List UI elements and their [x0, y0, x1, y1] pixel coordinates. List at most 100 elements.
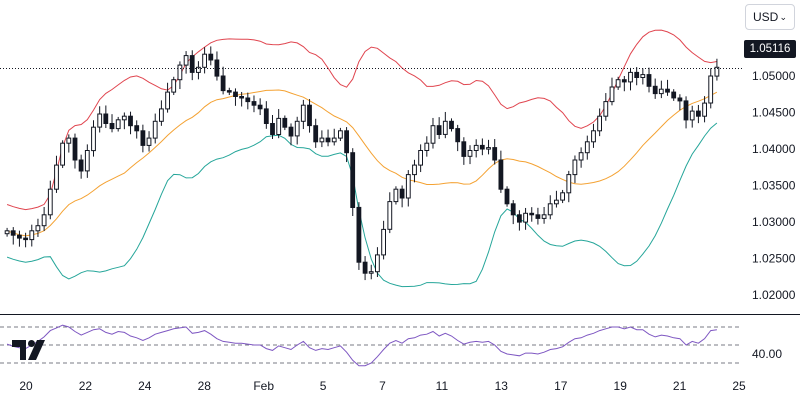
- candle: [683, 96, 689, 129]
- candle: [510, 200, 516, 225]
- candle: [202, 47, 207, 74]
- candle: [159, 100, 164, 126]
- candle: [140, 124, 146, 153]
- candle: [498, 150, 504, 193]
- candle: [504, 186, 510, 207]
- candle: [214, 51, 220, 81]
- candle: [109, 114, 115, 133]
- candle: [621, 75, 627, 92]
- candle: [35, 218, 41, 237]
- date-tick-label: 24: [138, 379, 152, 393]
- candle: [251, 95, 257, 113]
- candle: [640, 68, 646, 85]
- candle: [41, 207, 47, 232]
- candle: [615, 76, 621, 90]
- candle: [10, 227, 16, 245]
- candle: [121, 112, 127, 130]
- candle: [554, 190, 559, 208]
- candle: [689, 105, 695, 128]
- candle: [560, 189, 566, 204]
- candle: [294, 116, 300, 145]
- candle: [146, 131, 152, 152]
- currency-label: USD: [753, 10, 779, 24]
- candle: [325, 129, 331, 147]
- rsi-line: [6, 324, 717, 367]
- candle: [263, 101, 269, 129]
- candle: [405, 170, 411, 207]
- candle: [584, 135, 590, 160]
- date-tick-label: 17: [554, 379, 568, 393]
- candle: [220, 66, 226, 95]
- candle: [270, 114, 275, 139]
- candle: [671, 89, 677, 101]
- candle: [708, 68, 714, 109]
- candle: [566, 170, 572, 203]
- candle: [658, 80, 664, 99]
- candle: [226, 87, 232, 96]
- candle: [196, 61, 201, 80]
- candle: [208, 46, 214, 66]
- candle: [134, 120, 140, 139]
- candle: [665, 79, 670, 96]
- candle: [418, 144, 424, 173]
- candle: [479, 138, 485, 156]
- candle: [288, 123, 294, 146]
- candle: [517, 210, 522, 231]
- candle: [430, 117, 436, 149]
- candle: [97, 106, 103, 133]
- candle: [282, 115, 288, 131]
- candle: [171, 76, 177, 96]
- candle: [523, 207, 529, 230]
- date-tick-label: 19: [614, 379, 628, 393]
- candle: [245, 92, 251, 110]
- candle: [424, 136, 430, 157]
- chevron-down-icon: ⌄: [779, 11, 787, 22]
- currency-selector[interactable]: USD ⌄: [745, 4, 795, 30]
- candle: [165, 82, 170, 113]
- candle: [572, 155, 578, 184]
- candle: [344, 127, 350, 163]
- candle: [597, 108, 603, 137]
- candle: [239, 91, 244, 107]
- price-tick-label: 1.04500: [752, 106, 796, 120]
- candle: [177, 61, 183, 90]
- candle: [492, 139, 498, 165]
- candle: [486, 139, 491, 155]
- date-tick-label: 28: [198, 379, 212, 393]
- candle: [436, 117, 442, 139]
- candle: [375, 247, 380, 278]
- candle: [442, 111, 448, 139]
- candle: [387, 192, 393, 234]
- last-price-label: 1.05116: [744, 40, 796, 58]
- candle: [714, 58, 720, 81]
- time-axis: 20 22 24 28 Feb 5 7 11 13 17 19 21 25: [19, 379, 746, 393]
- date-tick-label: 13: [495, 379, 509, 393]
- candlesticks: [4, 46, 720, 281]
- candle: [72, 133, 78, 169]
- candle: [646, 67, 652, 93]
- rsi-pane: 40.00: [0, 324, 782, 367]
- candle: [307, 99, 312, 133]
- tradingview-logo: [12, 340, 45, 360]
- candle: [591, 123, 596, 148]
- price-tick-label: 1.03500: [752, 179, 796, 193]
- date-tick-label: Feb: [253, 379, 274, 393]
- candle: [628, 67, 633, 91]
- date-tick-label: 20: [19, 379, 33, 393]
- candle: [362, 256, 368, 281]
- candle: [461, 137, 467, 165]
- candle: [399, 185, 405, 208]
- price-tick-label: 1.02500: [752, 252, 796, 266]
- date-tick-label: 21: [673, 379, 687, 393]
- candle: [541, 207, 547, 224]
- candle: [91, 120, 96, 157]
- price-tick-label: 1.04000: [752, 142, 796, 156]
- candle: [350, 148, 356, 216]
- candle: [300, 99, 306, 130]
- lower-band-line: [6, 122, 718, 288]
- price-tick-label: 1.02000: [752, 288, 796, 302]
- price-axis: 1.05000 1.04500 1.04000 1.03500 1.03000 1.025…: [752, 69, 796, 302]
- date-tick-label: 22: [79, 379, 93, 393]
- candle: [66, 134, 72, 153]
